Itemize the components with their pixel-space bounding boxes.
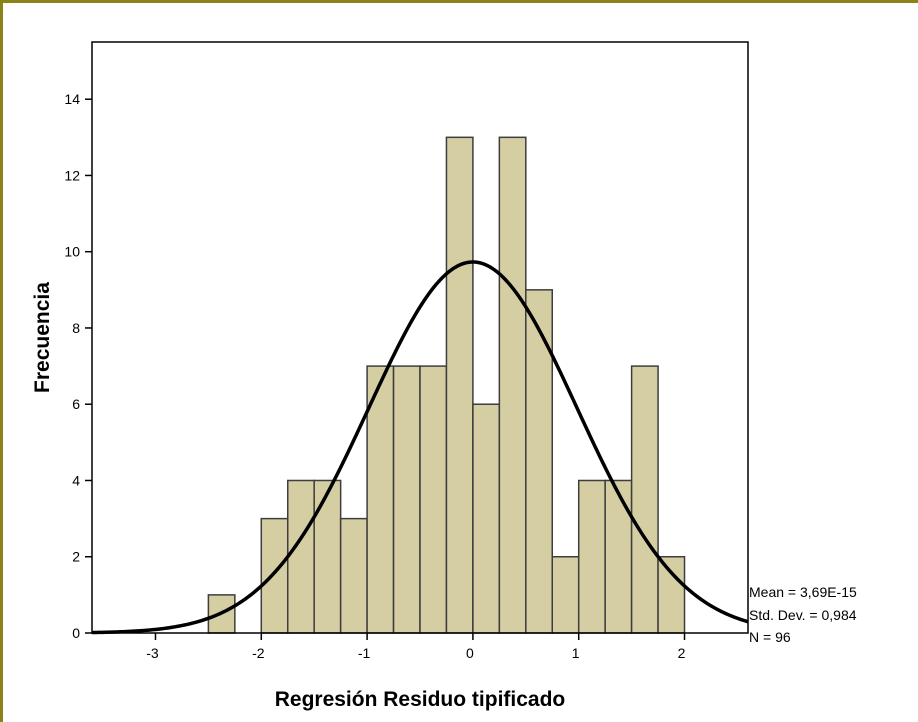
y-tick-label: 0 bbox=[72, 625, 80, 641]
y-axis: 0 2 4 6 8 10 12 14 bbox=[64, 91, 92, 641]
stat-n: N = 96 bbox=[749, 629, 791, 645]
stat-mean: Mean = 3,69E-15 bbox=[749, 584, 857, 600]
x-axis: -3 -2 -1 0 1 2 bbox=[146, 633, 686, 661]
y-tick-label: 2 bbox=[72, 549, 80, 565]
histogram-bar-14 bbox=[577, 479, 606, 634]
normal-curve bbox=[91, 260, 749, 635]
x-tick-label: 1 bbox=[572, 645, 580, 661]
histogram-bar-12 bbox=[525, 289, 554, 634]
plot-area bbox=[91, 41, 749, 634]
y-tick-label: 12 bbox=[64, 167, 80, 183]
x-tick-label: -2 bbox=[252, 645, 265, 661]
histogram-bar-17 bbox=[657, 555, 686, 634]
bars-group bbox=[207, 136, 686, 634]
x-tick-label: -3 bbox=[146, 645, 159, 661]
x-tick-label: 2 bbox=[678, 645, 686, 661]
histogram-bar-10 bbox=[472, 403, 501, 634]
y-tick-label: 8 bbox=[72, 320, 80, 336]
y-tick-label: 6 bbox=[72, 396, 80, 412]
histogram-bar-4 bbox=[313, 479, 342, 634]
histogram-bar-8 bbox=[419, 365, 448, 634]
y-axis-title: Frecuencia bbox=[31, 282, 54, 393]
y-tick-label: 14 bbox=[64, 91, 80, 107]
histogram-bar-9 bbox=[445, 136, 474, 634]
stat-std-dev: Std. Dev. = 0,984 bbox=[749, 607, 857, 623]
y-tick-label: 4 bbox=[72, 472, 80, 488]
histogram-bar-11 bbox=[498, 136, 527, 634]
stats-box: Mean = 3,69E-15 Std. Dev. = 0,984 N = 96 bbox=[749, 584, 857, 645]
histogram-bar-15 bbox=[604, 479, 633, 634]
histogram-bar-13 bbox=[551, 555, 580, 634]
histogram-bar-16 bbox=[630, 365, 659, 634]
x-axis-title: Regresión Residuo tipificado bbox=[275, 688, 566, 711]
x-tick-label: 0 bbox=[466, 645, 474, 661]
y-tick-label: 10 bbox=[64, 244, 80, 260]
histogram-bar-7 bbox=[392, 365, 421, 634]
histogram-bar-3 bbox=[286, 479, 315, 634]
histogram-bar-5 bbox=[339, 517, 368, 634]
histogram-bar-2 bbox=[260, 517, 289, 634]
x-tick-label: -1 bbox=[358, 645, 371, 661]
